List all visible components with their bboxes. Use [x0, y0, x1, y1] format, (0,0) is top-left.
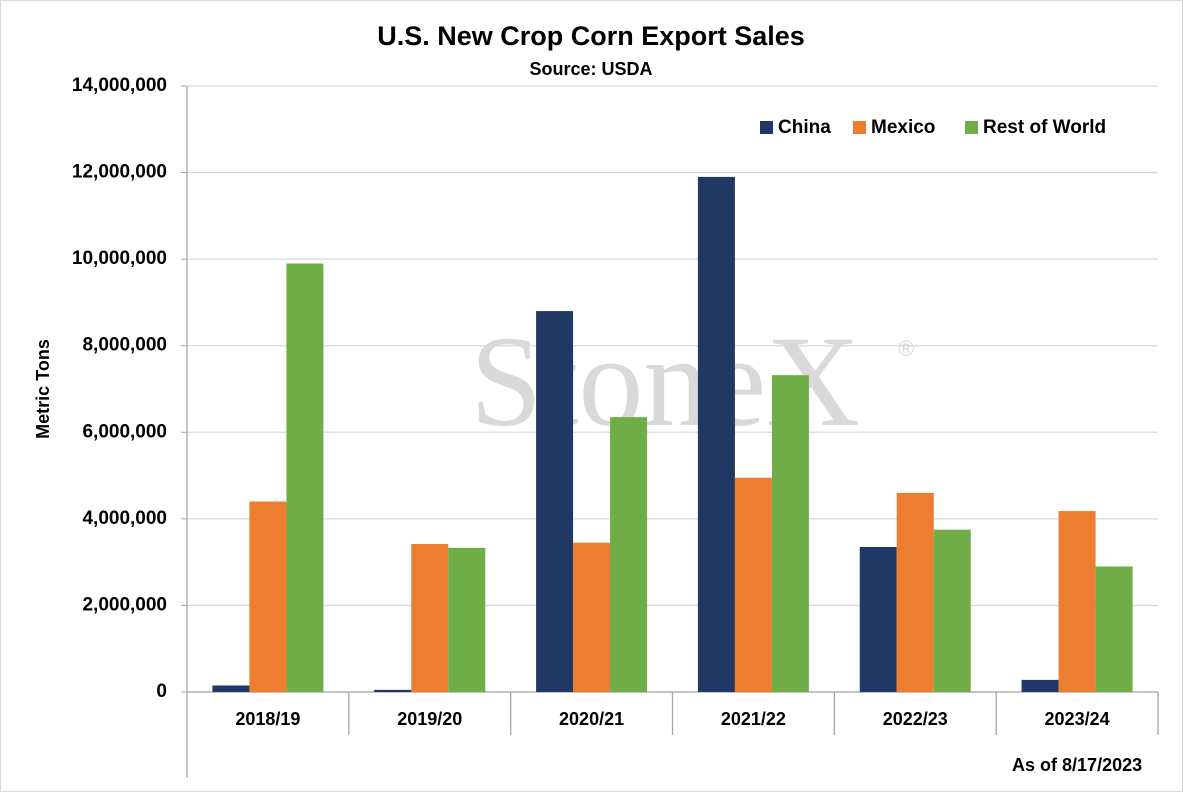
- bar: [1095, 566, 1133, 692]
- bar: [286, 263, 324, 692]
- bar: [610, 417, 648, 692]
- bar: [374, 689, 412, 692]
- y-axis-label: Metric Tons: [33, 339, 53, 439]
- bar: [896, 492, 934, 692]
- x-tick-label: 2023/24: [1045, 709, 1110, 729]
- legend-swatch: [853, 121, 866, 134]
- y-tick-label: 10,000,000: [72, 248, 167, 269]
- legend-label: Mexico: [871, 117, 935, 138]
- y-tick-label: 0: [156, 681, 167, 702]
- y-tick-label: 4,000,000: [82, 508, 167, 529]
- y-tick-label: 6,000,000: [82, 421, 167, 442]
- bar: [771, 375, 809, 692]
- bar: [697, 176, 735, 692]
- watermark-mark: ®: [898, 336, 914, 361]
- bar: [536, 311, 574, 692]
- chart-title: U.S. New Crop Corn Export Sales: [377, 21, 805, 51]
- x-tick-label: 2022/23: [883, 709, 948, 729]
- bar: [933, 529, 971, 692]
- bar: [249, 501, 287, 692]
- legend-swatch: [760, 121, 773, 134]
- legend-label: China: [778, 117, 831, 138]
- annotation: As of 8/17/2023: [1012, 755, 1142, 775]
- bar: [859, 546, 897, 692]
- legend-swatch: [965, 121, 978, 134]
- y-tick-label: 14,000,000: [72, 75, 167, 96]
- x-tick-label: 2019/20: [397, 709, 462, 729]
- chart-subtitle: Source: USDA: [529, 59, 652, 79]
- bar: [1021, 679, 1059, 692]
- x-tick-label: 2018/19: [235, 709, 300, 729]
- legend-label: Rest of World: [983, 117, 1106, 138]
- y-tick-label: 8,000,000: [82, 335, 167, 356]
- bar: [573, 542, 611, 692]
- bar: [448, 547, 486, 692]
- bar: [411, 543, 449, 692]
- bar: [212, 685, 250, 692]
- x-tick-label: 2020/21: [559, 709, 624, 729]
- bar: [734, 477, 772, 692]
- bar: [1058, 511, 1096, 692]
- y-tick-label: 2,000,000: [82, 594, 167, 615]
- y-tick-label: 12,000,000: [72, 162, 167, 183]
- x-tick-label: 2021/22: [721, 709, 786, 729]
